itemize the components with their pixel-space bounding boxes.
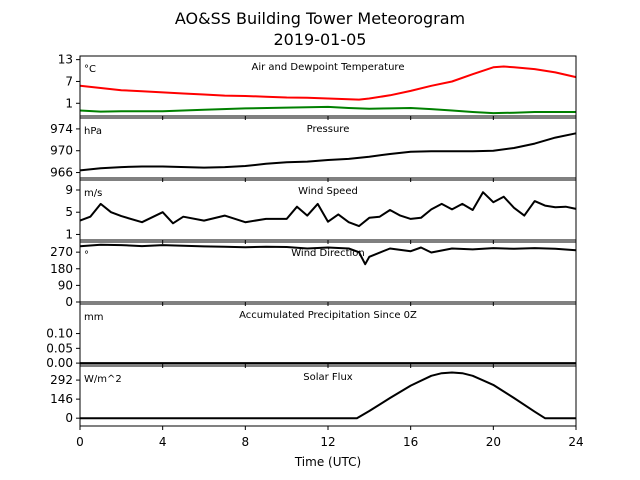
panel-title: Accumulated Precipitation Since 0Z <box>239 310 417 321</box>
panel-unit: °C <box>84 64 96 75</box>
series-line <box>79 243 577 266</box>
panel-title: Wind Direction <box>291 248 365 259</box>
y-tick-label: 146 <box>50 392 73 406</box>
panel-unit: hPa <box>84 126 102 137</box>
y-tick-label: 1 <box>65 96 73 110</box>
x-tick-label: 8 <box>242 435 250 449</box>
y-tick-label: 974 <box>50 122 73 136</box>
y-tick-label: 292 <box>50 373 73 387</box>
y-tick-label: 90 <box>58 278 73 292</box>
series-line <box>79 191 577 228</box>
y-tick-label: 0 <box>65 295 73 309</box>
panel-title: Solar Flux <box>303 372 353 383</box>
y-tick-label: 0.10 <box>46 327 73 341</box>
panel-1: 966 970 974 hPa Pressure <box>50 117 577 182</box>
y-tick-label: 970 <box>50 144 73 158</box>
y-tick-label: 7 <box>65 74 73 88</box>
panel-3: 0 90 180 270 ° Wind Direction <box>50 241 577 309</box>
y-tick-label: 9 <box>65 183 73 197</box>
x-tick-label: 16 <box>403 435 418 449</box>
y-tick-label: 180 <box>50 262 73 276</box>
x-tick-label: 20 <box>486 435 501 449</box>
panel-4: 0.000.050.10 mm Accumulated Precipitation … <box>46 303 577 370</box>
x-tick-label: 4 <box>159 435 167 449</box>
chart-subtitle: 2019-01-05 <box>274 30 367 49</box>
series-line <box>79 65 577 101</box>
y-tick-label: 0.05 <box>46 341 73 355</box>
panel-unit: m/s <box>84 188 102 199</box>
panel-0: 1 7 13 °C Air and Dewpoint Temperature <box>58 53 577 120</box>
y-tick-label: 966 <box>50 166 73 180</box>
series-line <box>80 371 576 420</box>
panel-title: Air and Dewpoint Temperature <box>252 62 405 73</box>
chart-title: AO&SS Building Tower Meteorogram <box>175 9 465 28</box>
panel-title: Pressure <box>307 124 350 135</box>
x-tick-label: 12 <box>320 435 335 449</box>
panel-unit: ° <box>84 250 89 261</box>
y-tick-label: 13 <box>58 53 73 67</box>
series-line <box>79 105 576 115</box>
x-axis: 0 4 8 12 16 20 24 <box>76 435 583 449</box>
series-line <box>79 132 577 172</box>
y-tick-label: 0.00 <box>46 356 73 370</box>
y-tick-label: 0 <box>65 411 73 425</box>
panel-title: Wind Speed <box>298 186 358 197</box>
panel-5: 0 146 292 W/m^2 Solar Flux <box>50 365 577 430</box>
y-tick-label: 1 <box>65 227 73 241</box>
x-tick-label: 0 <box>76 435 84 449</box>
panel-unit: mm <box>84 312 103 323</box>
panel-2: 1 5 9 m/s Wind Speed <box>65 179 577 244</box>
panel-unit: W/m^2 <box>84 374 122 385</box>
y-tick-label: 5 <box>65 205 73 219</box>
panels: 1 7 13 °C Air and Dewpoint Temperature 966 970… <box>46 53 577 430</box>
x-tick-label: 24 <box>568 435 583 449</box>
x-axis-label: Time (UTC) <box>294 455 361 469</box>
y-tick-label: 270 <box>50 245 73 259</box>
